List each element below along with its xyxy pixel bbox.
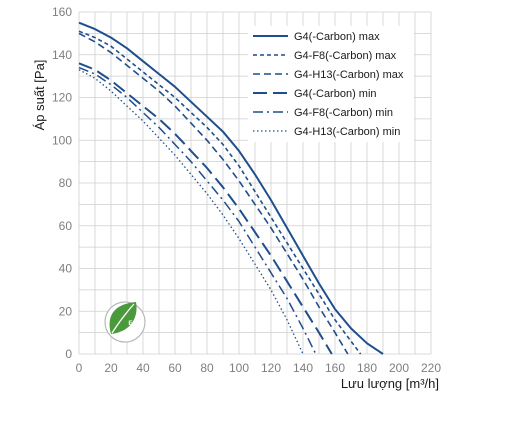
legend-label-4: G4(-Carbon) min <box>294 88 377 100</box>
y-tick-label: 60 <box>59 219 73 233</box>
y-tick-label: 20 <box>59 304 73 318</box>
legend-label-5: G4-F8(-Carbon) min <box>294 107 393 119</box>
x-tick-label: 80 <box>200 361 214 375</box>
y-tick-label: 0 <box>65 347 72 361</box>
series-line-4 <box>78 62 333 355</box>
x-tick-label: 0 <box>76 361 83 375</box>
x-tick-label: 100 <box>229 361 249 375</box>
legend-label-1: G4(-Carbon) max <box>294 31 380 43</box>
x-tick-label: 140 <box>293 361 313 375</box>
x-tick-label: 180 <box>357 361 377 375</box>
erp-2018-badge: ErP 2018 <box>104 301 146 343</box>
y-tick-label: 160 <box>52 5 72 19</box>
x-tick-label: 200 <box>389 361 409 375</box>
y-tick-label: 40 <box>59 262 73 276</box>
y-axis-label: Áp suất [Pa] <box>32 60 47 131</box>
y-tick-label: 80 <box>59 176 73 190</box>
series-line-6 <box>78 69 304 355</box>
x-tick-label: 120 <box>261 361 281 375</box>
x-tick-label: 40 <box>136 361 150 375</box>
series-lines <box>78 21 384 355</box>
badge-line-1: ErP <box>128 320 140 327</box>
x-tick-label: 60 <box>168 361 182 375</box>
x-tick-label: 20 <box>104 361 118 375</box>
x-tick-label: 160 <box>325 361 345 375</box>
tick-labels: 0 20 40 60 80 100 120 140 160 180 200 220 0 20 40 60 80 1… <box>52 5 441 375</box>
y-tick-label: 100 <box>52 133 72 147</box>
series-line-3 <box>78 32 349 355</box>
leaf-vein-icon <box>111 303 135 334</box>
series-line-5 <box>78 66 317 355</box>
y-tick-label: 120 <box>52 91 72 105</box>
legend-label-2: G4-F8(-Carbon) max <box>294 50 397 62</box>
legend: G4(-Carbon) max G4-F8(-Carbon) max G4-H13(… <box>248 26 414 142</box>
x-axis-label: Lưu lượng [m³/h] <box>341 376 439 391</box>
series-line-2 <box>78 30 362 355</box>
badge-line-2: 2018 <box>127 329 141 335</box>
x-tick-label: 220 <box>421 361 441 375</box>
y-tick-label: 140 <box>52 48 72 62</box>
series-line-1 <box>78 21 384 355</box>
legend-label-6: G4-H13(-Carbon) min <box>294 126 400 138</box>
legend-label-3: G4-H13(-Carbon) max <box>294 69 404 81</box>
legend-box <box>248 26 414 142</box>
